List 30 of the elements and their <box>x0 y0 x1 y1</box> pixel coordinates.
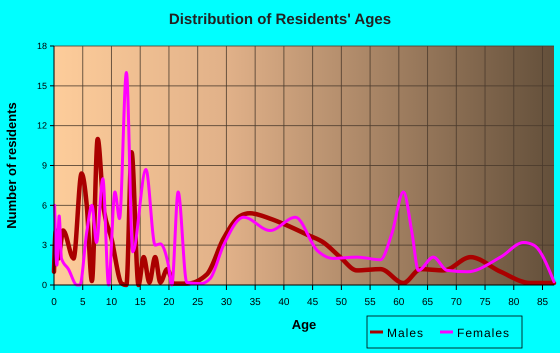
x-tick-label: 60 <box>393 297 405 308</box>
x-axis-title: Age <box>292 317 316 332</box>
y-tick-label: 15 <box>36 80 47 91</box>
x-tick-label: 65 <box>422 297 434 308</box>
y-tick-label: 3 <box>42 240 47 250</box>
y-tick-label: 0 <box>42 280 47 290</box>
x-tick-label: 70 <box>450 297 462 308</box>
legend-label: Males <box>387 326 424 340</box>
x-tick-label: 5 <box>80 297 86 308</box>
y-tick-label: 12 <box>36 120 47 131</box>
x-tick-label: 75 <box>479 297 492 308</box>
x-tick-label: 40 <box>278 297 290 308</box>
x-tick-label: 25 <box>192 297 204 308</box>
x-tick-label: 0 <box>51 297 58 308</box>
y-tick-label: 6 <box>42 200 47 210</box>
x-tick-label: 10 <box>106 297 118 308</box>
x-tick-label: 85 <box>536 297 549 308</box>
x-tick-label: 15 <box>134 297 146 308</box>
y-axis-title: Number of residents <box>4 102 19 229</box>
x-tick-label: 20 <box>163 297 175 308</box>
legend-label: Females <box>457 326 510 340</box>
x-tick-label: 50 <box>336 297 348 308</box>
y-tick-label: 9 <box>42 160 47 170</box>
x-tick-label: 45 <box>307 297 319 308</box>
x-tick-label: 55 <box>364 297 376 308</box>
x-tick-label: 80 <box>508 297 520 308</box>
y-tick-label: 18 <box>36 41 47 51</box>
chart-title: Distribution of Residents' Ages <box>168 11 392 28</box>
x-tick-label: 30 <box>220 297 232 308</box>
x-tick-label: 35 <box>250 297 262 308</box>
